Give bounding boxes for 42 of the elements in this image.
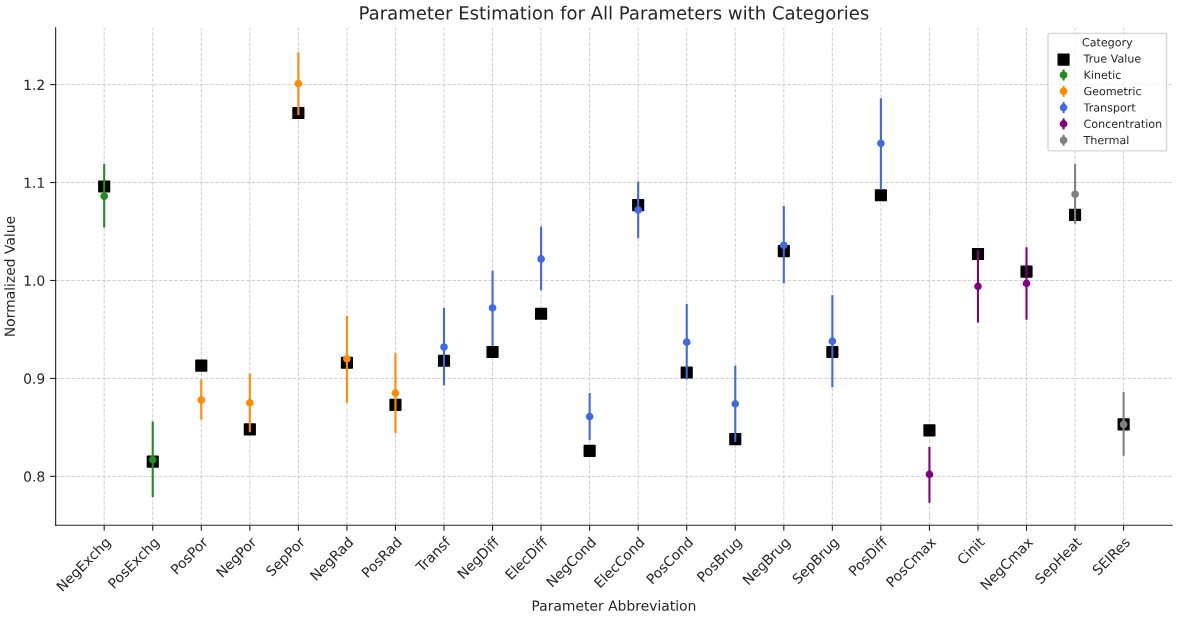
x-axis-title: Parameter Abbreviation: [532, 600, 696, 611]
point: [877, 139, 885, 148]
y-tick-label: 1.1: [24, 177, 44, 188]
point: [488, 304, 497, 312]
point: [197, 396, 206, 404]
point: [100, 192, 109, 201]
point: [923, 424, 936, 437]
point: [974, 282, 982, 291]
chart-title: Parameter Estimation for All Parameters with Categories: [360, 5, 869, 24]
point: [828, 337, 837, 346]
point: [537, 255, 545, 263]
point: [148, 455, 157, 464]
point: [294, 79, 303, 88]
point: [246, 399, 254, 407]
y-tick-label: 0.9: [24, 373, 45, 384]
point: [585, 412, 594, 421]
legend-label: Transport: [1083, 103, 1136, 114]
point: [440, 343, 448, 351]
legend-label: True Value: [1083, 54, 1141, 63]
point: [583, 444, 596, 457]
y-tick-label: 0.8: [24, 471, 45, 482]
point: [343, 354, 351, 363]
point: [925, 470, 934, 479]
point: [195, 359, 208, 372]
y-axis-title: Normalized Value: [4, 216, 15, 336]
point: [535, 307, 548, 320]
point: [1071, 190, 1079, 199]
y-tick-label: 1.2: [24, 79, 44, 90]
point: [731, 400, 740, 408]
legend-label: Concentration: [1084, 119, 1162, 128]
legend-label: Geometric: [1084, 86, 1141, 96]
point: [779, 241, 788, 250]
legend-label: Thermal: [1083, 135, 1129, 145]
point: [682, 338, 691, 346]
point: [1022, 279, 1031, 288]
point: [391, 389, 400, 397]
point: [634, 206, 642, 214]
legend-label: Kinetic: [1084, 70, 1121, 80]
y-tick-label: 1.0: [24, 275, 45, 286]
point: [874, 189, 887, 202]
legend-title: Category: [1082, 38, 1133, 49]
point: [486, 345, 499, 359]
